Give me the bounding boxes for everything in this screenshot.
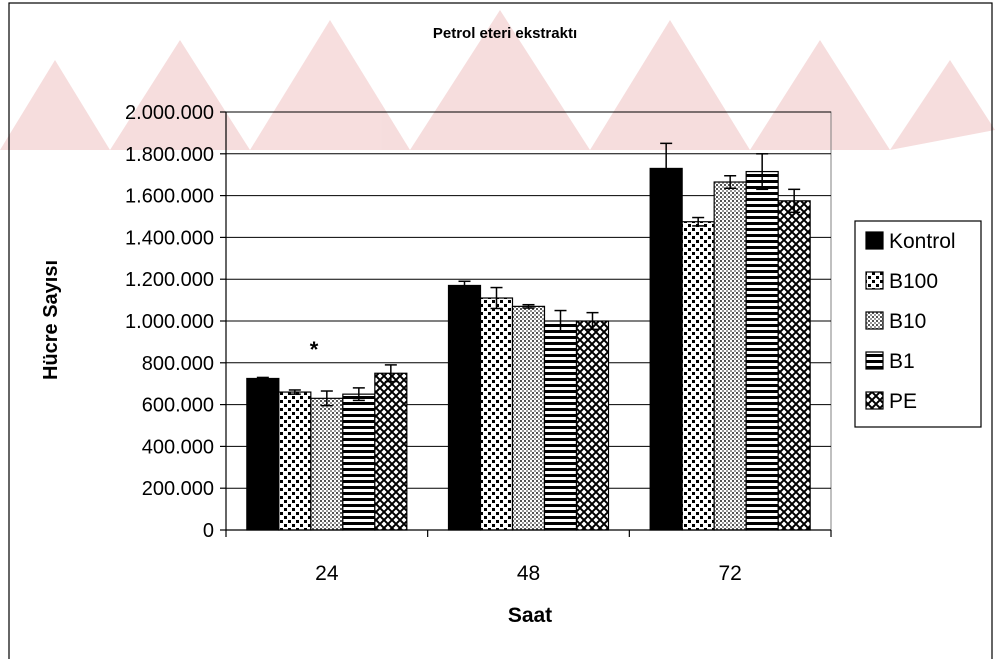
y-tick-label: 1.400.000 bbox=[125, 227, 214, 249]
legend-label-b10: B10 bbox=[889, 310, 926, 333]
bar-kontrol-48 bbox=[447, 284, 482, 531]
error-bars bbox=[256, 142, 801, 407]
chart-title: Petrol eteri ekstraktı bbox=[433, 25, 577, 42]
bar-b100-72 bbox=[681, 221, 715, 531]
bar-pe-72 bbox=[777, 200, 811, 531]
bar-pe-48 bbox=[575, 320, 610, 531]
bar-b10-24 bbox=[310, 397, 344, 531]
watermark bbox=[0, 10, 995, 150]
legend-swatch-pe bbox=[865, 391, 884, 410]
bar-b10-72 bbox=[713, 181, 747, 531]
bar-kontrol-24 bbox=[246, 377, 280, 531]
legend-swatch-b100 bbox=[865, 271, 884, 290]
legend-swatch-b10 bbox=[865, 311, 884, 330]
legend-label-kontrol: Kontrol bbox=[889, 230, 956, 253]
y-tick-label: 1.000.000 bbox=[125, 311, 214, 333]
x-axis-ticks: 24 48 72 bbox=[225, 530, 832, 585]
bar-b1-72 bbox=[745, 170, 779, 531]
y-axis-ticks: 0 200.000 400.000 600.000 800.000 1.000.000 1.… bbox=[125, 102, 226, 542]
legend-label-pe: PE bbox=[889, 390, 917, 413]
y-tick-label: 0 bbox=[203, 520, 214, 542]
x-tick-label: 72 bbox=[718, 562, 741, 585]
bar-b100-24 bbox=[278, 391, 312, 531]
y-tick-label: 600.000 bbox=[142, 395, 214, 417]
bar-b1-24 bbox=[342, 393, 376, 531]
y-tick-label: 800.000 bbox=[142, 353, 214, 375]
legend-label-b1: B1 bbox=[889, 350, 915, 373]
bar-kontrol-72 bbox=[649, 167, 683, 531]
annotations: * bbox=[310, 337, 319, 362]
x-tick-label: 48 bbox=[517, 562, 540, 585]
legend-swatch-b1 bbox=[865, 351, 884, 370]
y-tick-label: 2.000.000 bbox=[125, 102, 214, 124]
bars bbox=[246, 167, 811, 531]
bar-b100-48 bbox=[479, 297, 514, 531]
x-tick-label: 24 bbox=[315, 562, 339, 585]
y-tick-label: 200.000 bbox=[142, 478, 214, 500]
legend-swatch-kontrol bbox=[865, 231, 884, 250]
bar-b1-48 bbox=[543, 320, 578, 531]
legend-items: Kontrol B100 B10 B1 PE bbox=[865, 230, 956, 413]
bar-pe-24 bbox=[374, 372, 408, 531]
bar-b10-48 bbox=[511, 305, 546, 531]
significance-asterisk: * bbox=[310, 337, 319, 362]
y-tick-label: 1.200.000 bbox=[125, 269, 214, 291]
x-axis-label: Saat bbox=[508, 604, 552, 627]
y-tick-label: 1.600.000 bbox=[125, 186, 214, 208]
legend-label-b100: B100 bbox=[889, 270, 938, 293]
y-tick-label: 1.800.000 bbox=[125, 144, 214, 166]
y-tick-label: 400.000 bbox=[142, 436, 214, 458]
y-axis-label: Hücre Sayısı bbox=[40, 260, 62, 380]
